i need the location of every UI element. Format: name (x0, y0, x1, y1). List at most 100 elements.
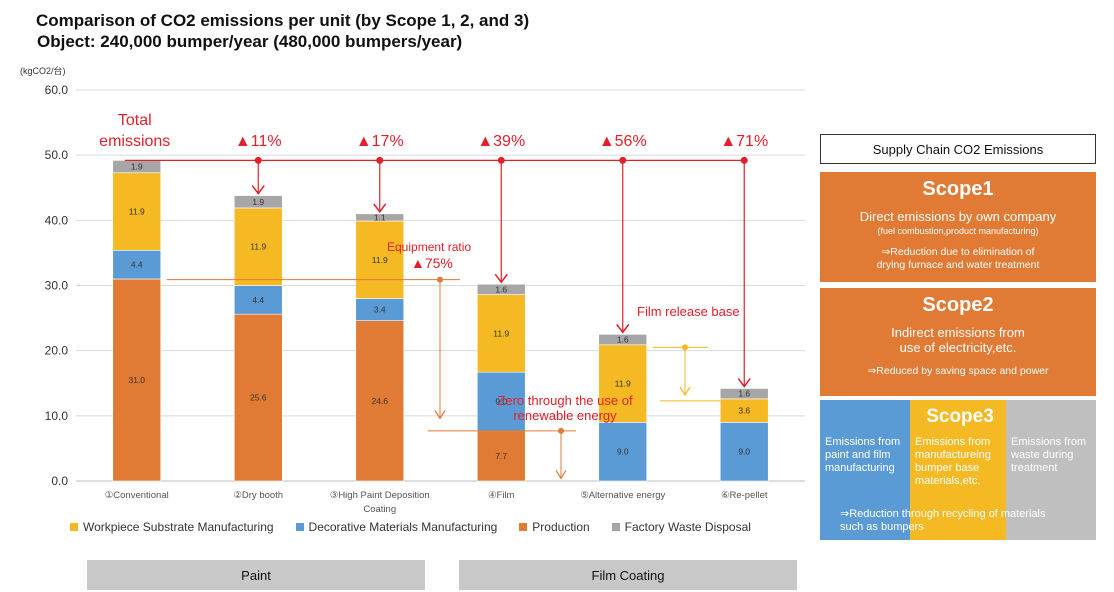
scope3-reduction: ⇒Reduction through recycling of material… (840, 508, 1046, 533)
scope1-desc: Direct emissions by own company (859, 209, 1057, 224)
y-tick-label: 0.0 (51, 474, 68, 488)
supply-chain-header-text: Supply Chain CO2 Emissions (872, 141, 1044, 157)
reduction-label: ▲71% (720, 133, 768, 150)
renewable-arrow-head (555, 470, 567, 480)
reduction-label: ▲39% (477, 133, 525, 150)
data-label: 31.0 (128, 375, 145, 385)
data-label: 4.4 (252, 295, 264, 305)
title-line-1: Comparison of CO2 emissions per unit (by… (36, 11, 530, 30)
bar-segment (355, 213, 405, 222)
scope3-col-base-materials: Emissions from manufactureing bumper bas… (910, 400, 1006, 540)
data-label: 25.6 (250, 393, 267, 403)
data-label: 1.1 (374, 212, 386, 222)
data-label: 1.6 (738, 389, 750, 399)
reduction-label: ▲11% (235, 133, 282, 150)
bar-segment (355, 220, 405, 299)
scope1-box: Scope1 Direct emissions by own company (… (820, 172, 1096, 282)
legend-label: Decorative Materials Manufacturing (308, 520, 498, 534)
data-label: 3.6 (738, 406, 750, 416)
x-tick-label: ⑥Re-pellet (721, 490, 768, 501)
x-tick-label: ②Dry booth (233, 490, 283, 501)
y-tick-label: 30.0 (45, 279, 69, 293)
y-tick-label: 10.0 (45, 409, 69, 423)
bar-segment (476, 371, 526, 432)
bar-segment (476, 283, 526, 295)
legend-item: Workpiece Substrate Manufacturing (70, 520, 274, 534)
data-label: 1.6 (617, 335, 629, 345)
y-axis-label: (kgCO2/台) (20, 65, 66, 76)
bar-segment (598, 334, 648, 346)
data-label: 3.4 (374, 305, 386, 315)
film-release-label: Film release base (637, 304, 740, 319)
data-label: 11.9 (493, 328, 509, 338)
scope3-col1-text: Emissions from paint and film manufactur… (825, 436, 901, 474)
reduction-label: ▲17% (356, 133, 404, 150)
bar-segment (719, 422, 769, 482)
data-label: 11.9 (129, 207, 145, 217)
renewable-label: Zero through the use of (497, 393, 633, 408)
equipment-ratio-value: ▲75% (411, 255, 453, 271)
reduction-arrow-head (373, 203, 387, 214)
equipment-ratio-arrow-head (434, 410, 446, 420)
bar-segment (476, 294, 526, 373)
legend-item: Factory Waste Disposal (611, 520, 751, 534)
scope1-title: Scope1 (922, 178, 994, 200)
data-label: 11.9 (372, 255, 388, 265)
data-label: 9.0 (617, 447, 629, 457)
scope2-reduction: ⇒Reduced by saving space and power (867, 365, 1049, 377)
legend-item: Production (519, 520, 590, 534)
chart-title: Comparison of CO2 emissions per unit (by… (36, 10, 529, 52)
total-emissions-label: Total (118, 112, 152, 129)
scope2-box: Scope2 Indirect emissions from use of el… (820, 288, 1096, 396)
reduction-label: ▲56% (599, 133, 647, 150)
y-tick-label: 50.0 (45, 148, 69, 162)
y-tick-label: 60.0 (45, 83, 69, 97)
legend-item: Decorative Materials Manufacturing (295, 520, 498, 534)
bar-segment (112, 250, 162, 280)
scope3-col2-text: Emissions from manufactureing bumper bas… (915, 436, 991, 487)
bar-segment (355, 320, 405, 482)
group-label-paint: Paint (87, 560, 425, 590)
bar-segment (233, 195, 283, 209)
bar-segment (233, 285, 283, 315)
data-label: 1.6 (495, 284, 507, 294)
stacked-bar-chart: (kgCO2/台) 0.0 10.0 20.0 30.0 40.0 50.0 60.0 31.0… (20, 65, 805, 515)
reduction-arrow-head (494, 273, 508, 284)
scope3-col3-text: Emissions from waste during treatment (1011, 436, 1087, 474)
data-label: 1.9 (131, 162, 143, 172)
legend-label: Workpiece Substrate Manufacturing (83, 520, 274, 534)
scope3-box: Emissions from paint and film manufactur… (820, 400, 1096, 540)
scope3-col-waste: Emissions from waste during treatment (1006, 400, 1096, 540)
supply-chain-header: Supply Chain CO2 Emissions (820, 134, 1096, 164)
group-label-film-text: Film Coating (591, 567, 665, 583)
bar-segment (233, 313, 283, 482)
x-tick-label: ④Film (488, 490, 515, 501)
data-label: 11.9 (250, 242, 266, 252)
scope3-title: Scope3 (926, 406, 994, 427)
scope1-sub: (fuel combustion,product manufacturing) (877, 226, 1039, 236)
legend-label: Production (532, 520, 590, 534)
reduction-arrow-head (737, 378, 751, 388)
scope1-reduction: ⇒Reduction due to elimination of drying … (876, 246, 1040, 271)
data-label: 9.0 (738, 447, 750, 457)
data-label: 9.0 (495, 396, 507, 406)
bar-segment (112, 278, 162, 482)
legend-swatch (519, 523, 528, 531)
scope2-desc: Indirect emissions from use of electrici… (891, 325, 1025, 355)
data-label: 4.4 (131, 260, 143, 270)
equipment-ratio-label: Equipment ratio (387, 240, 471, 254)
data-label: 1.9 (252, 197, 264, 207)
group-label-film-coating: Film Coating (459, 560, 797, 590)
data-label: 7.7 (495, 451, 507, 461)
bar-segment (598, 344, 648, 423)
y-tick-label: 20.0 (45, 344, 69, 358)
legend-swatch (611, 523, 620, 531)
legend-swatch (70, 523, 78, 531)
film-release-arrow-head (679, 386, 691, 397)
reduction-arrow-head (251, 185, 265, 195)
x-tick-label: ①Conventional (105, 490, 169, 501)
data-label: 24.6 (371, 396, 388, 406)
renewable-label: renewable energy (513, 408, 617, 423)
data-label: 11.9 (615, 379, 631, 389)
bar-segment (476, 430, 526, 482)
